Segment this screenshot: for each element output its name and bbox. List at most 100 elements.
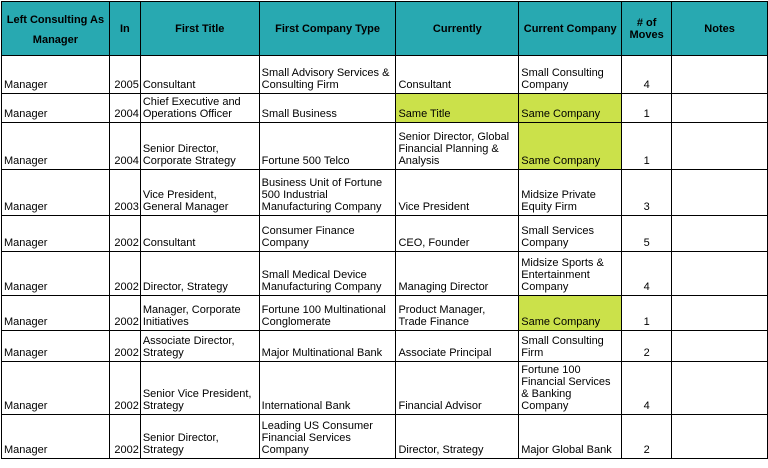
table-row: Manager 2003 Vice President, General Manag… xyxy=(1,169,768,216)
cell-first-company-type: International Bank xyxy=(258,361,397,415)
table-row: Manager 2004 Senior Director, Corporate St… xyxy=(1,122,768,170)
cell-left-consulting: Manager xyxy=(1,215,110,252)
cell-first-title: Consultant xyxy=(139,55,260,94)
cell-notes xyxy=(671,93,768,123)
cell-left-consulting: Manager xyxy=(1,361,110,415)
table-row: Manager 2002 Senior Vice President, Strate… xyxy=(1,361,768,415)
cell-currently: Vice President xyxy=(395,169,520,216)
cell-in: 2002 xyxy=(108,361,141,415)
cell-in: 2002 xyxy=(108,215,141,252)
cell-currently: Senior Director, Global Financial Planni… xyxy=(395,122,520,170)
cell-currently: CEO, Founder xyxy=(395,215,520,252)
header-row: Left Consulting As Manager In First Titl… xyxy=(1,1,768,56)
cell-notes xyxy=(671,122,768,170)
cell-current-company: Same Company xyxy=(518,122,623,170)
cell-moves: 3 xyxy=(621,169,673,216)
header-left-consulting: Left Consulting As Manager xyxy=(1,1,110,56)
cell-current-company: Same Company xyxy=(518,93,623,123)
cell-current-company: Small Consulting Firm xyxy=(518,330,623,362)
cell-current-company: Small Services Company xyxy=(518,215,623,252)
cell-currently: Consultant xyxy=(395,55,520,94)
cell-first-title: Associate Director, Strategy xyxy=(139,330,260,362)
cell-first-title: Senior Director, Strategy xyxy=(139,414,260,459)
cell-current-company: Major Global Bank xyxy=(518,414,623,459)
cell-moves: 4 xyxy=(621,55,673,94)
cell-left-consulting: Manager xyxy=(1,330,110,362)
cell-in: 2003 xyxy=(108,169,141,216)
cell-moves: 5 xyxy=(621,215,673,252)
cell-in: 2005 xyxy=(108,55,141,94)
cell-first-company-type: Fortune 500 Telco xyxy=(258,122,397,170)
cell-first-title: Senior Director, Corporate Strategy xyxy=(139,122,260,170)
cell-currently: Same Title xyxy=(395,93,520,123)
cell-first-company-type: Major Multinational Bank xyxy=(258,330,397,362)
cell-moves: 4 xyxy=(621,361,673,415)
cell-left-consulting: Manager xyxy=(1,93,110,123)
cell-notes xyxy=(671,251,768,296)
table-row: Manager 2002 Manager, Corporate Initiative… xyxy=(1,295,768,331)
header-in: In xyxy=(108,1,141,56)
cell-first-company-type: Small Medical Device Manufacturing Compa… xyxy=(258,251,397,296)
cell-notes xyxy=(671,55,768,94)
cell-currently: Associate Principal xyxy=(395,330,520,362)
cell-in: 2002 xyxy=(108,330,141,362)
cell-notes xyxy=(671,330,768,362)
cell-notes xyxy=(671,295,768,331)
cell-current-company: Fortune 100 Financial Services & Banking… xyxy=(518,361,623,415)
cell-moves: 2 xyxy=(621,414,673,459)
cell-in: 2002 xyxy=(108,414,141,459)
cell-moves: 1 xyxy=(621,93,673,123)
cell-first-title: Senior Vice President, Strategy xyxy=(139,361,260,415)
cell-first-company-type: Leading US Consumer Financial Services C… xyxy=(258,414,397,459)
cell-first-title: Consultant xyxy=(139,215,260,252)
cell-first-company-type: Consumer Finance Company xyxy=(258,215,397,252)
cell-notes xyxy=(671,169,768,216)
header-first-title: First Title xyxy=(139,1,260,56)
table-row: Manager 2005 Consultant Small Advisory Serv… xyxy=(1,55,768,94)
cell-in: 2002 xyxy=(108,251,141,296)
cell-moves: 1 xyxy=(621,295,673,331)
table-row: Manager 2002 Director, Strategy Small Medic… xyxy=(1,251,768,296)
cell-currently: Financial Advisor xyxy=(395,361,520,415)
cell-left-consulting: Manager xyxy=(1,169,110,216)
cell-current-company: Same Company xyxy=(518,295,623,331)
cell-moves: 2 xyxy=(621,330,673,362)
cell-first-company-type: Small Business xyxy=(258,93,397,123)
cell-moves: 4 xyxy=(621,251,673,296)
cell-left-consulting: Manager xyxy=(1,414,110,459)
header-moves: # of Moves xyxy=(621,1,673,56)
cell-notes xyxy=(671,215,768,252)
table-row: Manager 2002 Associate Director, Strategy M… xyxy=(1,330,768,362)
cell-in: 2004 xyxy=(108,122,141,170)
cell-first-title: Chief Executive and Operations Officer xyxy=(139,93,260,123)
cell-currently: Director, Strategy xyxy=(395,414,520,459)
cell-moves: 1 xyxy=(621,122,673,170)
cell-notes xyxy=(671,414,768,459)
cell-current-company: Small Consulting Company xyxy=(518,55,623,94)
header-current-company: Current Company xyxy=(518,1,623,56)
cell-first-company-type: Small Advisory Services & Consulting Fir… xyxy=(258,55,397,94)
cell-in: 2002 xyxy=(108,295,141,331)
cell-left-consulting: Manager xyxy=(1,295,110,331)
cell-left-consulting: Manager xyxy=(1,122,110,170)
cell-currently: Product Manager, Trade Finance xyxy=(395,295,520,331)
cell-current-company: Midsize Private Equity Firm xyxy=(518,169,623,216)
header-currently: Currently xyxy=(395,1,520,56)
table-row: Manager 2004 Chief Executive and Operation… xyxy=(1,93,768,123)
cell-first-title: Vice President, General Manager xyxy=(139,169,260,216)
cell-currently: Managing Director xyxy=(395,251,520,296)
cell-first-company-type: Fortune 100 Multinational Conglomerate xyxy=(258,295,397,331)
table-row: Manager 2002 Senior Director, Strategy Lead… xyxy=(1,414,768,459)
career-table: Left Consulting As Manager In First Titl… xyxy=(1,1,768,459)
header-notes: Notes xyxy=(671,1,768,56)
table-row: Manager 2002 Consultant Consumer Finance Co… xyxy=(1,215,768,252)
cell-first-company-type: Business Unit of Fortune 500 Industrial … xyxy=(258,169,397,216)
cell-first-title: Manager, Corporate Initiatives xyxy=(139,295,260,331)
cell-in: 2004 xyxy=(108,93,141,123)
cell-current-company: Midsize Sports & Entertainment Company xyxy=(518,251,623,296)
cell-left-consulting: Manager xyxy=(1,251,110,296)
header-first-company-type: First Company Type xyxy=(258,1,397,56)
cell-notes xyxy=(671,361,768,415)
cell-left-consulting: Manager xyxy=(1,55,110,94)
cell-first-title: Director, Strategy xyxy=(139,251,260,296)
